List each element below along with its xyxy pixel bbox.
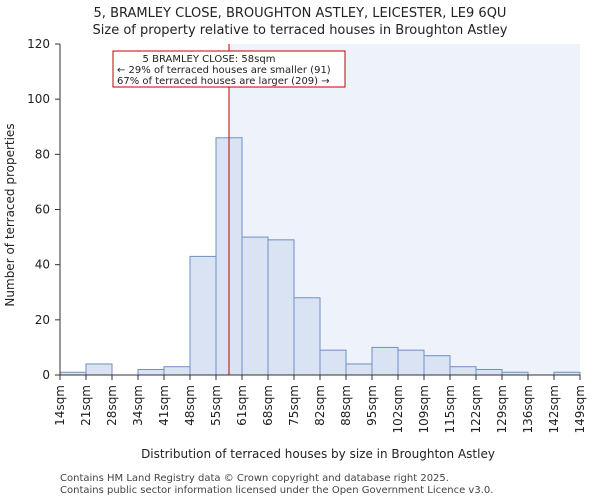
annotation-box: 5 BRAMLEY CLOSE: 58sqm ← 29% of terraced… xyxy=(112,50,346,88)
x-tick-label-122sqm: 122sqm xyxy=(469,385,483,433)
annotation-line-3: 67% of terraced houses are larger (209) … xyxy=(117,76,330,87)
y-tick-label-120: 120 xyxy=(27,37,50,51)
bar-82sqm xyxy=(319,349,347,376)
x-tick-label-68sqm: 68sqm xyxy=(261,385,275,426)
y-tick-label-60: 60 xyxy=(35,203,50,217)
bar-68sqm xyxy=(267,239,295,376)
bar-122sqm xyxy=(475,368,503,376)
bar-48sqm xyxy=(189,255,217,376)
x-tick-label-95sqm: 95sqm xyxy=(365,385,379,426)
x-tick-label-48sqm: 48sqm xyxy=(183,385,197,426)
y-tick-label-80: 80 xyxy=(35,147,50,161)
x-tick-label-109sqm: 109sqm xyxy=(417,385,431,433)
x-tick-label-21sqm: 21sqm xyxy=(79,385,93,426)
x-tick-label-149sqm: 149sqm xyxy=(573,385,587,433)
chart-title-line-2: Size of property relative to terraced ho… xyxy=(93,23,508,38)
chart-title-line-1: 5, BRAMLEY CLOSE, BROUGHTON ASTLEY, LEIC… xyxy=(94,6,507,21)
x-tick-label-129sqm: 129sqm xyxy=(495,385,509,433)
x-tick-label-41sqm: 41sqm xyxy=(157,385,171,426)
x-tick-label-75sqm: 75sqm xyxy=(287,385,301,426)
tick-labels: 0 20 40 60 80 100 120 14sqm 21sqm 28sqm 34sqm 41sqm… xyxy=(27,37,587,433)
axes xyxy=(55,43,581,380)
x-tick-label-34sqm: 34sqm xyxy=(131,385,145,426)
bar-34sqm xyxy=(137,368,165,376)
chart: 5, BRAMLEY CLOSE, BROUGHTON ASTLEY, LEIC… xyxy=(3,6,587,461)
x-tick-label-142sqm: 142sqm xyxy=(547,385,561,433)
bar-61sqm xyxy=(241,236,269,376)
bar-41sqm xyxy=(163,366,191,376)
x-tick-label-61sqm: 61sqm xyxy=(235,385,249,426)
x-tick-label-82sqm: 82sqm xyxy=(313,385,327,426)
x-axis-title: Distribution of terraced houses by size … xyxy=(141,447,495,461)
x-tick-label-88sqm: 88sqm xyxy=(339,385,353,426)
bar-75sqm xyxy=(293,297,321,376)
footer-line-1: Contains HM Land Registry data © Crown c… xyxy=(60,473,449,484)
annotation-line-2: ← 29% of terraced houses are smaller (91… xyxy=(117,65,331,76)
footer-line-2: Contains public sector information licen… xyxy=(60,485,494,496)
x-tick-label-102sqm: 102sqm xyxy=(391,385,405,433)
x-tick-label-55sqm: 55sqm xyxy=(209,385,223,426)
bar-88sqm xyxy=(345,363,373,376)
bar-102sqm xyxy=(397,349,425,376)
y-tick-label-40: 40 xyxy=(35,258,50,272)
x-tick-label-14sqm: 14sqm xyxy=(53,385,67,426)
bars xyxy=(59,137,581,376)
y-tick-label-0: 0 xyxy=(42,368,50,382)
y-axis-title: Number of terraced properties xyxy=(3,123,17,306)
bar-109sqm xyxy=(423,355,451,376)
annotation-line-1: 5 BRAMLEY CLOSE: 58sqm xyxy=(143,54,276,65)
x-tick-label-136sqm: 136sqm xyxy=(521,385,535,433)
x-tick-label-28sqm: 28sqm xyxy=(105,385,119,426)
bar-95sqm xyxy=(371,346,399,376)
bar-21sqm xyxy=(85,363,113,376)
y-tick-label-20: 20 xyxy=(35,313,50,327)
x-tick-label-115sqm: 115sqm xyxy=(443,385,457,433)
bar-115sqm xyxy=(449,366,477,376)
y-tick-label-100: 100 xyxy=(27,92,50,106)
